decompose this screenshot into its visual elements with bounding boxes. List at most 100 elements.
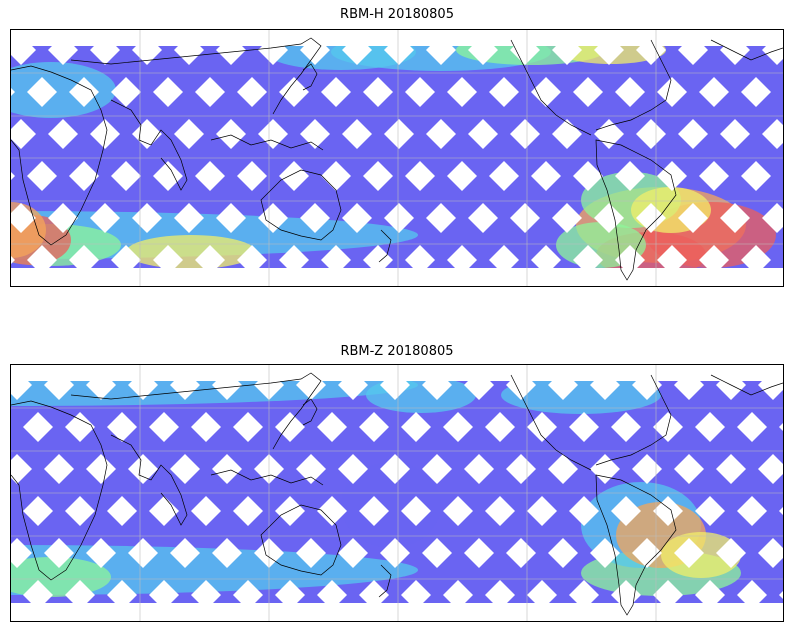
swath-gap xyxy=(695,496,725,526)
swath-gap xyxy=(321,161,351,191)
map-plot xyxy=(11,365,783,621)
swath-gap xyxy=(548,454,578,484)
swath-gap xyxy=(380,454,410,484)
swath-gap xyxy=(11,256,15,264)
swath-gap xyxy=(405,245,435,275)
swath-gap xyxy=(401,412,431,442)
swath-gap xyxy=(363,161,393,191)
swath-gap xyxy=(153,161,183,191)
swath-gap xyxy=(195,161,225,191)
swath-mask xyxy=(11,365,783,621)
swath-gap xyxy=(258,203,288,233)
swath-gap xyxy=(338,538,368,568)
swath-gap xyxy=(359,412,389,442)
swath-gap xyxy=(237,161,267,191)
swath-gap xyxy=(401,496,431,526)
swath-gap xyxy=(741,77,771,107)
swath-gap xyxy=(296,454,326,484)
swath-gap xyxy=(737,412,767,442)
swath-gap xyxy=(128,454,158,484)
map-plot xyxy=(11,30,783,286)
swath-gap xyxy=(300,119,330,149)
swath-gap xyxy=(636,119,666,149)
swath-gap xyxy=(279,161,309,191)
coastline xyxy=(110,99,188,191)
swath-gap xyxy=(674,538,704,568)
swath-gap xyxy=(506,538,536,568)
swath-gap xyxy=(233,412,263,442)
value-patch xyxy=(126,235,256,269)
swath-gap xyxy=(65,496,95,526)
swath-gap xyxy=(128,538,158,568)
coastline xyxy=(378,229,392,263)
swath-gap xyxy=(48,203,78,233)
swath-gap xyxy=(573,77,603,107)
swath-gap xyxy=(699,161,729,191)
swath-gap xyxy=(489,77,519,107)
coastline xyxy=(595,474,677,616)
swath-gap xyxy=(615,161,645,191)
swath-gap xyxy=(741,161,771,191)
swath-gap xyxy=(510,203,540,233)
swath-gap xyxy=(716,454,746,484)
swath-gap xyxy=(44,538,74,568)
swath-gap xyxy=(111,245,141,275)
swath-gap xyxy=(615,245,645,275)
swath-gap xyxy=(237,245,267,275)
swath-gap xyxy=(11,538,32,568)
swath-gap xyxy=(107,580,137,610)
swath-gap xyxy=(741,245,771,275)
swath-gap xyxy=(447,245,477,275)
swath-gap xyxy=(107,412,137,442)
swath-gap xyxy=(699,77,729,107)
coastline xyxy=(302,63,318,91)
swath-gap xyxy=(317,580,347,610)
panel-title: RBM-H 20180805 xyxy=(340,7,454,22)
swath-gap xyxy=(212,538,242,568)
swath-gap xyxy=(174,203,204,233)
swath-gap xyxy=(384,119,414,149)
swath-gap xyxy=(359,496,389,526)
swath-gap xyxy=(86,538,116,568)
swath-gap xyxy=(464,454,494,484)
swath-gap xyxy=(443,580,473,610)
swath-gap xyxy=(11,172,15,180)
swath-gap xyxy=(653,496,683,526)
swath-gap xyxy=(779,423,783,431)
swath-gap xyxy=(758,538,783,568)
value-patch xyxy=(366,377,476,413)
swath-gap xyxy=(233,496,263,526)
swath-gap xyxy=(695,580,725,610)
swath-gap xyxy=(573,161,603,191)
swath-gap xyxy=(720,119,750,149)
swath-gap xyxy=(657,245,687,275)
swath-gap xyxy=(632,454,662,484)
swath-gap xyxy=(69,245,99,275)
swath-gap xyxy=(338,454,368,484)
coastline xyxy=(260,504,342,576)
swath-gap xyxy=(468,203,498,233)
swath-gap xyxy=(674,454,704,484)
swath-gap xyxy=(758,454,783,484)
swath-gap xyxy=(573,245,603,275)
swath-gap xyxy=(69,77,99,107)
coastline xyxy=(595,39,672,131)
swath-gap xyxy=(65,580,95,610)
panel-rbm-h: RBM-H 20180805 xyxy=(0,0,794,300)
map-frame xyxy=(10,364,784,622)
coastline xyxy=(210,469,324,486)
swath-gap xyxy=(527,580,557,610)
swath-gap xyxy=(132,203,162,233)
heat-layer xyxy=(11,33,783,278)
coastline xyxy=(510,39,592,136)
swath-gap xyxy=(300,203,330,233)
coastline xyxy=(70,37,322,115)
swath-gap xyxy=(317,412,347,442)
swath-gap xyxy=(716,538,746,568)
swath-gap xyxy=(384,203,414,233)
swath-gap xyxy=(405,161,435,191)
swath-gap xyxy=(65,412,95,442)
map-frame xyxy=(10,29,784,287)
swath-gap xyxy=(594,119,624,149)
swath-gap xyxy=(762,203,783,233)
